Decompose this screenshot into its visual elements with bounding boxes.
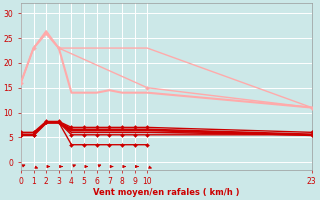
X-axis label: Vent moyen/en rafales ( km/h ): Vent moyen/en rafales ( km/h ): [93, 188, 240, 197]
